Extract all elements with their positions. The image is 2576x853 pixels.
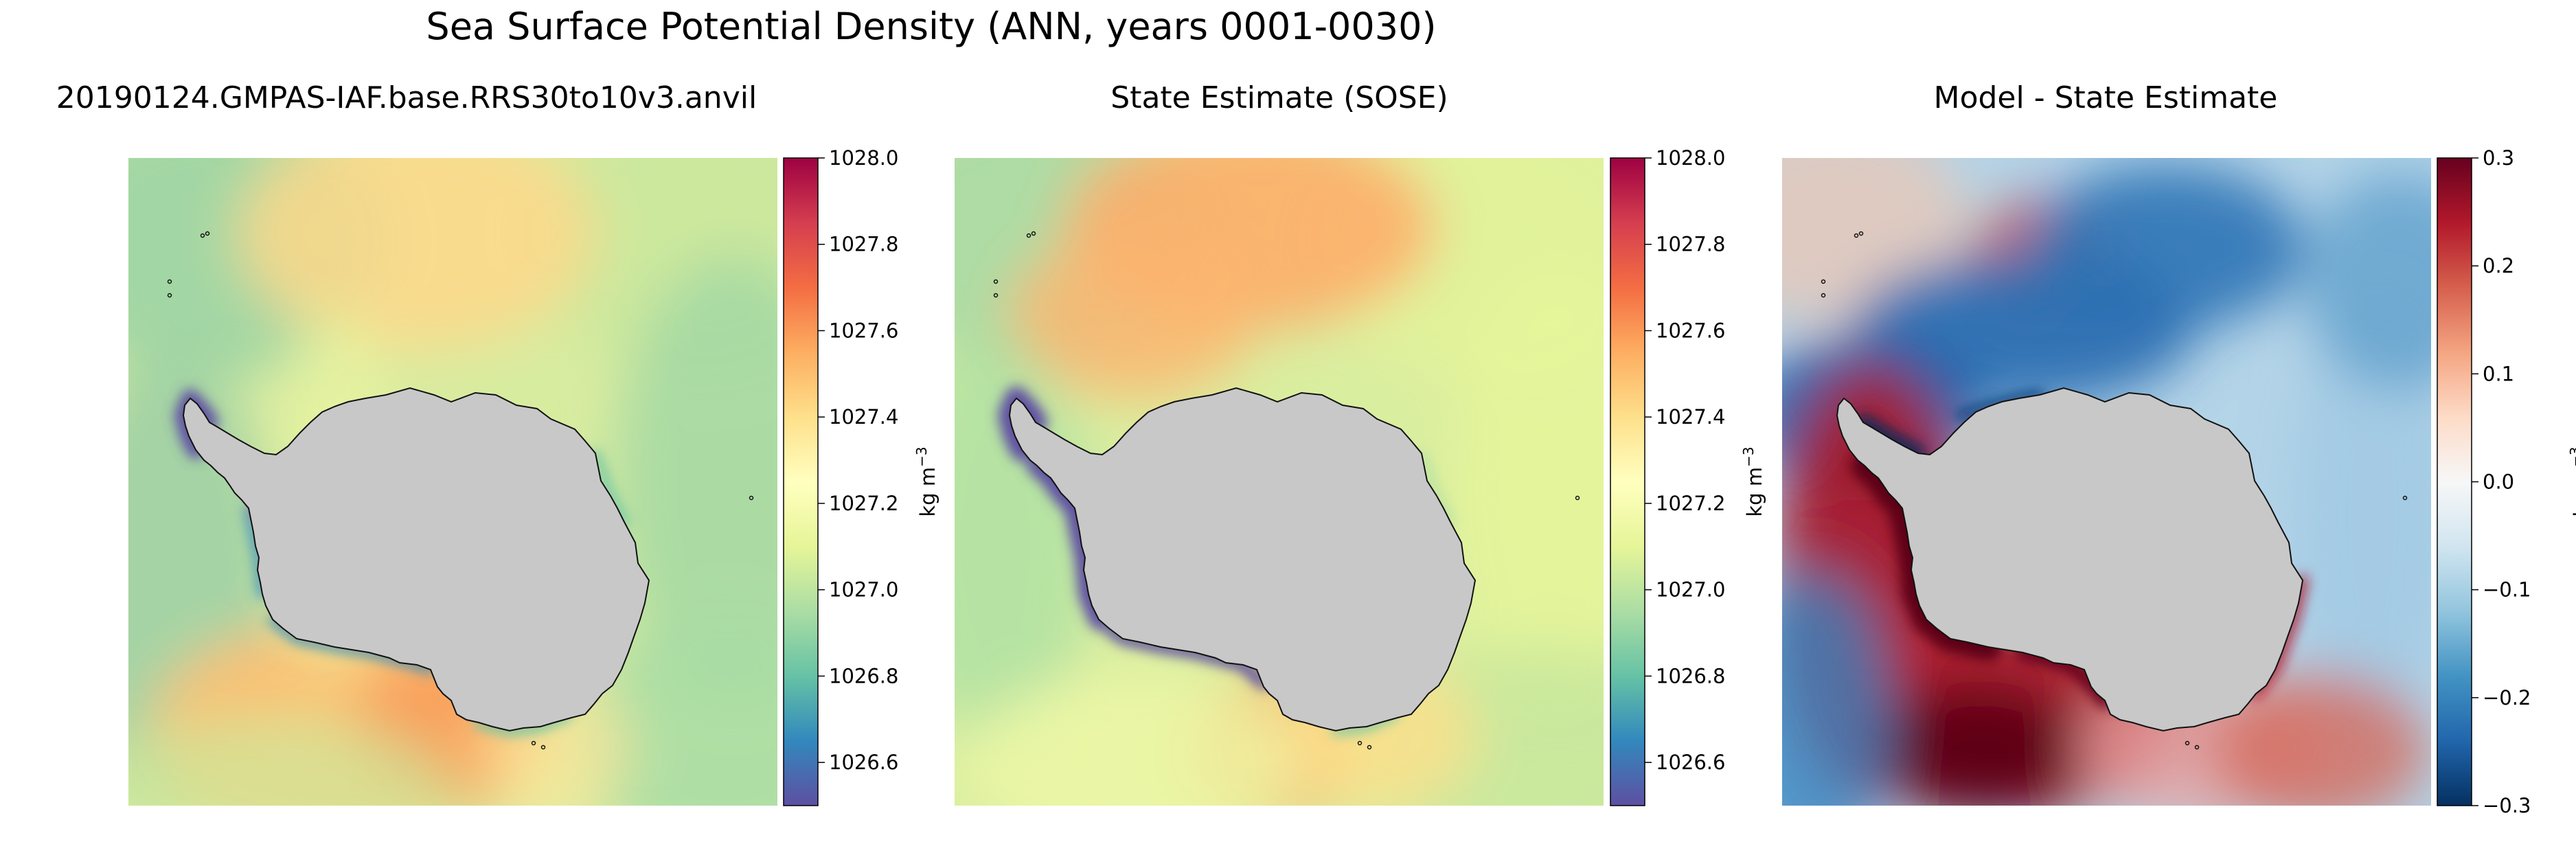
- island: [200, 233, 205, 238]
- field-patch: [616, 254, 777, 707]
- colorbar-tick-label: −0.1: [2483, 578, 2531, 602]
- colorbar-label: kg m−3: [2567, 446, 2576, 516]
- island: [2185, 740, 2190, 746]
- colorbar-tick-label: 0.3: [2483, 146, 2514, 170]
- colorbar-tick-label: 1027.2: [829, 492, 898, 515]
- antarctica-landmass: [1836, 387, 2304, 732]
- colorbar-tick-label: 0.0: [2483, 470, 2514, 494]
- field-shading: [955, 158, 1604, 806]
- panel-title: 20190124.GMPAS-IAF.base.RRS30to10v3.anvi…: [56, 80, 757, 115]
- colorbar-tick-label: −0.3: [2483, 794, 2531, 817]
- colorbar-tick-label: 1026.8: [1656, 664, 1725, 687]
- colorbar-unit: kg m: [2570, 467, 2576, 517]
- colorbar-tick-label: 1027.2: [1656, 492, 1725, 515]
- field-patch: [2208, 673, 2428, 806]
- density-map: [1782, 158, 2431, 806]
- island: [167, 279, 172, 284]
- colorbar-unit-exponent: −3: [2567, 446, 2576, 466]
- island: [1821, 279, 1826, 284]
- island: [167, 293, 172, 298]
- antarctica-landmass: [182, 387, 650, 732]
- field-patch: [2304, 172, 2431, 391]
- colorbar-tick-label: 1027.0: [1656, 578, 1725, 602]
- colorbar-tick-label: 1027.4: [829, 405, 898, 429]
- field-patch: [961, 673, 1305, 806]
- field-patch: [128, 714, 458, 806]
- island: [1858, 231, 1864, 236]
- island: [1575, 495, 1580, 501]
- colorbar-unit: kg m: [916, 467, 939, 517]
- density-map: [128, 158, 777, 806]
- colorbar-tick-label: 1027.6: [1656, 319, 1725, 342]
- colorbar-tick-label: 1028.0: [1656, 146, 1725, 170]
- density-map: [955, 158, 1604, 806]
- colorbar: −0.3 −0.2 −0.1 0.0 0.1 0.2 0.3 kg m−3: [2437, 146, 2576, 817]
- colorbar-gradient: [1610, 157, 1645, 806]
- island: [531, 740, 536, 746]
- island: [2194, 744, 2200, 750]
- island: [993, 293, 999, 298]
- panel-title: Model - State Estimate: [1934, 80, 2278, 115]
- field-patch: [1010, 234, 1257, 398]
- colorbar-tick-label: 1026.6: [1656, 751, 1725, 774]
- colorbar-tick-label: −0.2: [2483, 686, 2531, 709]
- island: [1821, 293, 1826, 298]
- island: [1031, 231, 1036, 236]
- colorbar-label: kg m−3: [913, 446, 939, 516]
- island: [2402, 495, 2408, 501]
- island: [1854, 233, 1859, 238]
- colorbar-tick-label: 1027.4: [1656, 405, 1725, 429]
- colorbar: 1026.6 1026.8 1027.0 1027.2 1027.4 1027.6 1027…: [783, 146, 939, 806]
- colorbar-gradient: [783, 157, 819, 806]
- island: [1367, 744, 1372, 750]
- colorbar-unit: kg m: [1743, 467, 1766, 517]
- island: [540, 744, 546, 750]
- island: [205, 231, 210, 236]
- colorbar-tick-label: 1026.6: [829, 751, 898, 774]
- colorbar-tick-label: 0.2: [2483, 254, 2514, 277]
- island: [1357, 740, 1363, 746]
- panel-title: State Estimate (SOSE): [1110, 80, 1448, 115]
- field-patch: [238, 158, 595, 350]
- island: [993, 279, 999, 284]
- panel-2: State Estimate (SOSE)1026.61026.81027.01…: [955, 80, 1766, 806]
- field-shading: [1782, 158, 2431, 806]
- panel-3: Model - State Estimate −0.3 −0.2 −0.1 0.0 0.1…: [1782, 80, 2576, 817]
- island: [1026, 233, 1031, 238]
- colorbar-gradient: [2437, 157, 2472, 806]
- colorbar-label: kg m−3: [1740, 446, 1766, 516]
- field-patch: [2290, 295, 2431, 735]
- colorbar-tick-label: 1027.6: [829, 319, 898, 342]
- panel-1: 20190124.GMPAS-IAF.base.RRS30to10v3.anvi…: [56, 80, 939, 806]
- colorbar: 1026.6 1026.8 1027.0 1027.2 1027.4 1027.6 1027…: [1610, 146, 1766, 806]
- colorbar-tick-label: 1027.8: [1656, 233, 1725, 256]
- colorbar-tick-label: 1027.8: [829, 233, 898, 256]
- colorbar-unit-exponent: −3: [913, 446, 930, 466]
- colorbar-tick-label: 1027.0: [829, 578, 898, 602]
- field-patch: [1782, 570, 1892, 806]
- colorbar-tick-label: 1026.8: [829, 664, 898, 687]
- colorbar-tick-label: 1028.0: [829, 146, 898, 170]
- colorbar-unit-exponent: −3: [1740, 446, 1757, 466]
- island: [749, 495, 754, 501]
- colorbar-tick-label: 0.1: [2483, 362, 2514, 385]
- field-patch: [1878, 680, 2084, 806]
- figure-suptitle: Sea Surface Potential Density (ANN, year…: [426, 5, 1436, 48]
- field-patch: [1449, 261, 1604, 714]
- antarctica-landmass: [1008, 387, 1477, 732]
